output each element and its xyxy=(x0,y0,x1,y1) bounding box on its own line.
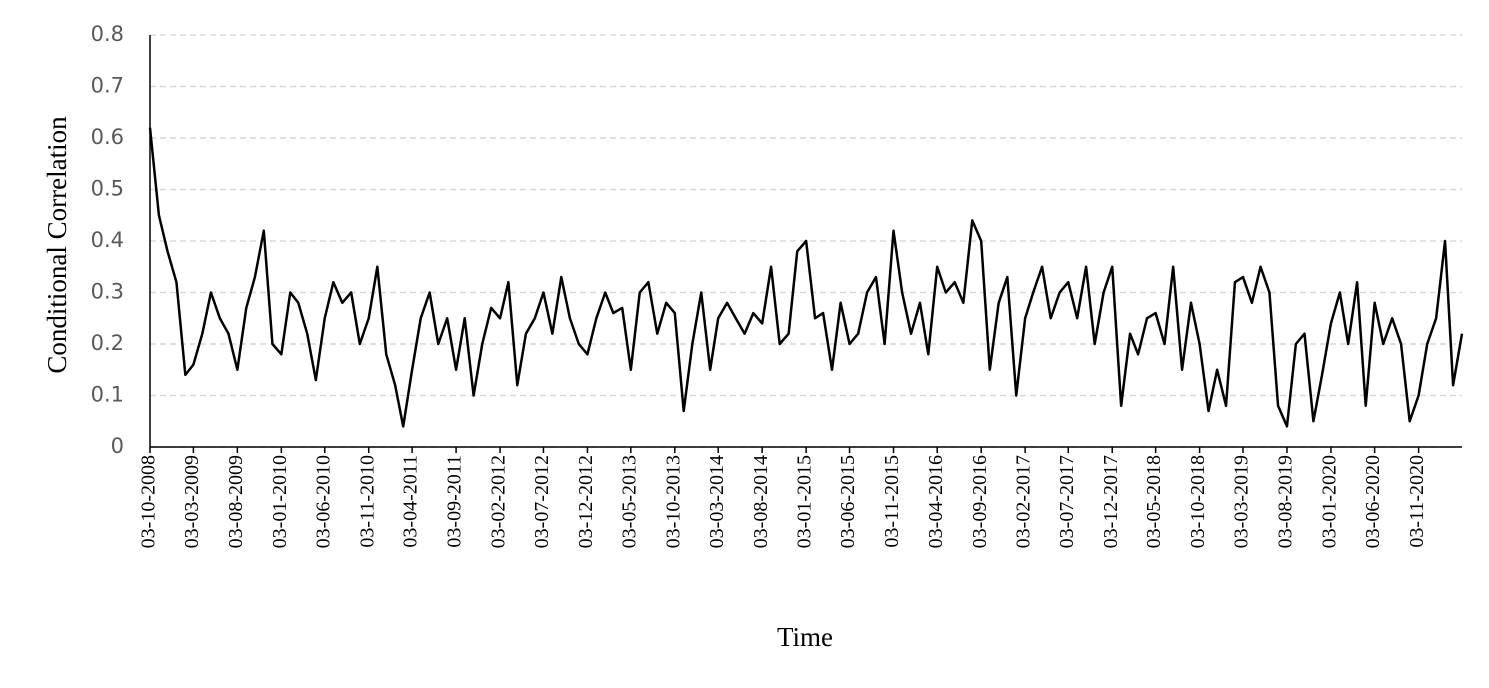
x-tick-label: 03-06-2010 xyxy=(312,455,334,548)
x-tick-label: 03-06-2015 xyxy=(837,455,859,548)
data-line xyxy=(148,127,1464,428)
x-tick-label: 03-04-2011 xyxy=(400,455,422,548)
x-tick-label: 03-10-2018 xyxy=(1187,455,1209,548)
x-tick-label: 03-08-2014 xyxy=(750,455,772,548)
x-tick-label: 03-12-2012 xyxy=(575,455,597,548)
x-tick-label: 03-07-2017 xyxy=(1056,455,1078,548)
y-tick-label: 0.8 xyxy=(91,22,124,46)
x-tick-label: 03-05-2013 xyxy=(618,455,640,548)
x-tick-label: 03-11-2020 xyxy=(1406,455,1428,548)
x-tick-label: 03-03-2014 xyxy=(706,455,728,548)
y-tick-label: 0.6 xyxy=(91,125,124,149)
x-tick-label: 03-07-2012 xyxy=(531,455,553,548)
x-tick-label: 03-11-2015 xyxy=(881,455,903,548)
x-tick-label: 03-09-2016 xyxy=(969,455,991,548)
x-tick-label: 03-05-2018 xyxy=(1143,455,1165,548)
y-tick-label: 0.2 xyxy=(91,331,124,355)
y-axis-title: Conditional Correlation xyxy=(42,116,72,374)
x-tick-label: 03-02-2017 xyxy=(1013,455,1035,548)
x-tick-label: 03-03-2019 xyxy=(1231,455,1253,548)
x-tick-label: 03-01-2015 xyxy=(794,455,816,548)
x-tick-label: 03-06-2020 xyxy=(1362,455,1384,548)
x-tick-label: 03-03-2009 xyxy=(181,455,203,548)
y-tick-label: 0.7 xyxy=(91,74,124,98)
x-tick-label: 03-01-2020 xyxy=(1319,455,1341,548)
x-tick-label: 03-12-2017 xyxy=(1100,455,1122,548)
y-tick-label: 0.3 xyxy=(91,280,124,304)
x-tick-label: 03-10-2013 xyxy=(662,455,684,548)
x-tick-label: 03-01-2010 xyxy=(269,455,291,548)
y-tick-label: 0 xyxy=(111,434,124,458)
y-tick-label: 0.4 xyxy=(91,228,124,252)
x-tick-label: 03-11-2010 xyxy=(356,455,378,548)
x-axis-title: Time xyxy=(777,622,833,652)
x-tick-label: 03-10-2008 xyxy=(138,455,160,548)
y-tick-label: 0.1 xyxy=(91,383,124,407)
x-tick-label: 03-09-2011 xyxy=(444,455,466,548)
x-tick-label: 03-08-2019 xyxy=(1275,455,1297,548)
y-tick-label: 0.5 xyxy=(91,177,124,201)
x-tick-label: 03-04-2016 xyxy=(925,455,947,548)
x-tick-label: 03-08-2009 xyxy=(225,455,247,548)
x-tick-label: 03-02-2012 xyxy=(488,455,510,548)
